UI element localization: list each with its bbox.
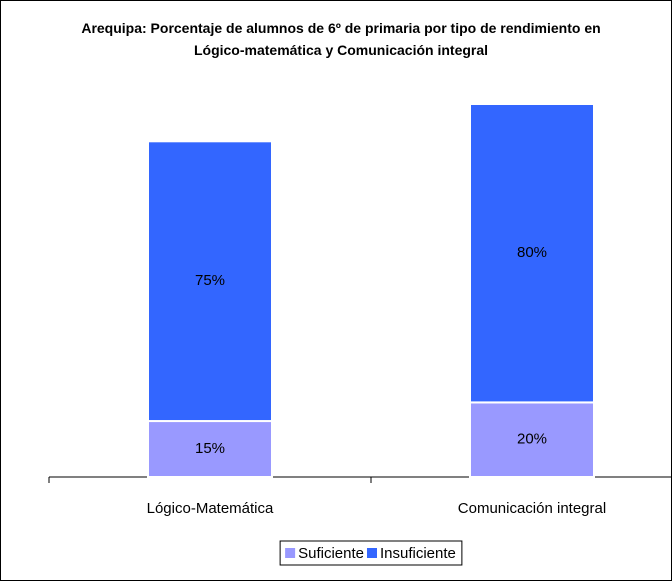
data-label: 20% (517, 431, 547, 448)
x-tick-label: Comunicación integral (458, 500, 606, 517)
data-label: 15% (195, 440, 225, 457)
data-label: 80% (517, 244, 547, 261)
x-tick-label: Lógico-Matemática (147, 500, 274, 517)
data-label: 75% (195, 272, 225, 289)
chart-title: Arequipa: Porcentaje de alumnos de 6º de… (81, 20, 601, 58)
legend-label: Suficiente (298, 545, 364, 562)
legend-label: Insuficiente (380, 545, 456, 562)
bar-segment (469, 401, 595, 478)
bar-segment (469, 103, 595, 404)
bar-segment (147, 420, 273, 478)
bar-segment (147, 140, 273, 423)
legend-swatch (366, 548, 377, 558)
legend-swatch (285, 548, 296, 558)
